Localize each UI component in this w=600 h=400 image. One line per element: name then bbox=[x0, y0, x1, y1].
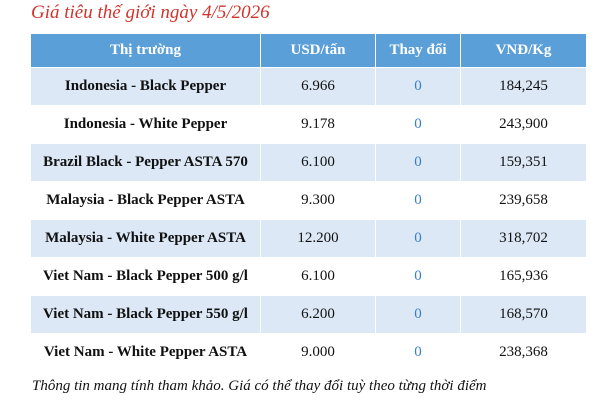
table-cell: 0 bbox=[375, 105, 461, 144]
header-row: Thị trường USD/tấn Thay đổi VNĐ/Kg bbox=[30, 33, 587, 68]
table-row: Viet Nam - Black Pepper 550 g/l 6.200 0 168… bbox=[30, 295, 587, 334]
table-row: Brazil Black - Pepper ASTA 570 6.100 0 159,… bbox=[30, 143, 587, 182]
table-body: Indonesia - Black Pepper 6.966 0 184,245 Ind… bbox=[30, 67, 587, 372]
table-cell: 6.966 bbox=[260, 67, 376, 106]
table-cell: Brazil Black - Pepper ASTA 570 bbox=[30, 143, 261, 182]
table-cell: 168,570 bbox=[460, 295, 587, 334]
table-row: Malaysia - White Pepper ASTA 12.200 0 318,7… bbox=[30, 219, 587, 258]
table-row: Malaysia - Black Pepper ASTA 9.300 0 239,65… bbox=[30, 181, 587, 220]
table-cell: 0 bbox=[375, 257, 461, 296]
table-cell: Viet Nam - Black Pepper 500 g/l bbox=[30, 257, 261, 296]
table-row: Viet Nam - White Pepper ASTA 9.000 0 238,36… bbox=[30, 333, 587, 372]
header-cell: USD/tấn bbox=[260, 33, 376, 68]
table-cell: 0 bbox=[375, 67, 461, 106]
table-cell: 243,900 bbox=[460, 105, 587, 144]
table-cell: 6.100 bbox=[260, 143, 376, 182]
table-row: Indonesia - Black Pepper 6.966 0 184,245 bbox=[30, 67, 587, 106]
table-cell: 9.178 bbox=[260, 105, 376, 144]
footer-note: Thông tin mang tính tham khảo. Giá có th… bbox=[32, 378, 487, 394]
title: Giá tiêu thế giới ngày 4/5/2026 bbox=[31, 2, 270, 23]
table-cell: 0 bbox=[375, 295, 461, 334]
table-cell: 0 bbox=[375, 333, 461, 372]
table-cell: 12.200 bbox=[260, 219, 376, 258]
table-cell: 6.200 bbox=[260, 295, 376, 334]
table-cell: 165,936 bbox=[460, 257, 587, 296]
table-cell: Indonesia - White Pepper bbox=[30, 105, 261, 144]
table-cell: 238,368 bbox=[460, 333, 587, 372]
table-cell: 159,351 bbox=[460, 143, 587, 182]
table-cell: 9.000 bbox=[260, 333, 376, 372]
table-cell: 318,702 bbox=[460, 219, 587, 258]
table-cell: 0 bbox=[375, 143, 461, 182]
table-cell: 9.300 bbox=[260, 181, 376, 220]
table-row: Viet Nam - Black Pepper 500 g/l 6.100 0 165… bbox=[30, 257, 587, 296]
table-cell: Malaysia - White Pepper ASTA bbox=[30, 219, 261, 258]
table-cell: Viet Nam - Black Pepper 550 g/l bbox=[30, 295, 261, 334]
table-cell: Malaysia - Black Pepper ASTA bbox=[30, 181, 261, 220]
table-cell: 239,658 bbox=[460, 181, 587, 220]
table-cell: 0 bbox=[375, 181, 461, 220]
table-cell: 184,245 bbox=[460, 67, 587, 106]
table-cell: Indonesia - Black Pepper bbox=[30, 67, 261, 106]
table-cell: 6.100 bbox=[260, 257, 376, 296]
table-row: Indonesia - White Pepper 9.178 0 243,900 bbox=[30, 105, 587, 144]
header-cell: VNĐ/Kg bbox=[460, 33, 587, 68]
table-cell: 0 bbox=[375, 219, 461, 258]
header-cell: Thị trường bbox=[30, 33, 261, 68]
header-cell: Thay đổi bbox=[375, 33, 461, 68]
price-table: Thị trường USD/tấn Thay đổi VNĐ/Kg Indonesi… bbox=[30, 33, 587, 372]
table-cell: Viet Nam - White Pepper ASTA bbox=[30, 333, 261, 372]
